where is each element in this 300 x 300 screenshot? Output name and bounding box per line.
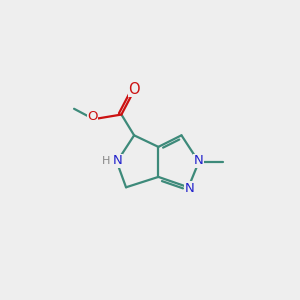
Text: O: O (87, 110, 98, 123)
Text: N: N (113, 154, 123, 167)
Text: H: H (101, 156, 110, 166)
Text: N: N (194, 154, 204, 167)
Text: O: O (128, 82, 140, 97)
Text: N: N (185, 182, 194, 195)
